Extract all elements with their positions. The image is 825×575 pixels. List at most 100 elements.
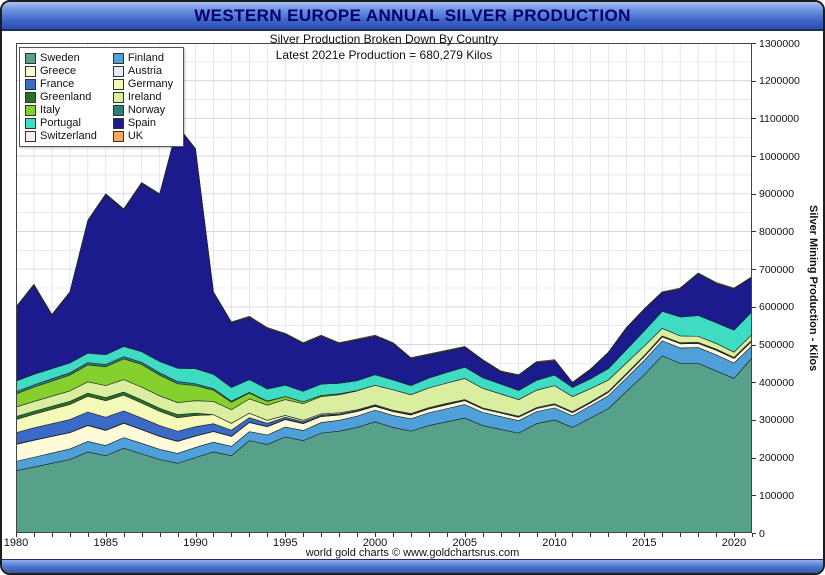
- x-tick-mark: [123, 533, 125, 537]
- legend-item-norway: Norway: [112, 104, 173, 116]
- legend-item-finland: Finland: [112, 52, 173, 64]
- x-tick-mark: [285, 533, 287, 537]
- legend-item-austria: Austria: [112, 65, 173, 77]
- legend-item-greenland: Greenland: [25, 91, 97, 103]
- legend-label: Greenland: [40, 91, 92, 103]
- legend-item-ireland: Ireland: [112, 91, 173, 103]
- x-tick-mark: [626, 533, 628, 537]
- x-tick-mark: [698, 533, 700, 537]
- x-tick-mark: [410, 533, 412, 537]
- x-tick-mark: [357, 533, 359, 537]
- x-tick-mark: [16, 533, 17, 537]
- x-tick-mark: [554, 533, 556, 537]
- area-uk: [16, 125, 752, 384]
- y-tick-label: 300000: [759, 414, 795, 427]
- legend-item-spain: Spain: [112, 117, 173, 129]
- x-tick-mark: [51, 533, 53, 537]
- x-tick-mark: [392, 533, 394, 537]
- y-axis-title: Silver Mining Production - Kilos: [807, 204, 819, 372]
- x-tick-mark: [536, 533, 538, 537]
- title-bar: WESTERN EUROPE ANNUAL SILVER PRODUCTION: [2, 2, 823, 31]
- y-tick-mark: [752, 344, 756, 346]
- legend-swatch: [112, 52, 124, 64]
- x-tick-mark: [195, 533, 197, 537]
- x-tick-mark: [518, 533, 520, 537]
- x-tick-mark: [375, 533, 377, 537]
- y-tick-label: 1200000: [759, 75, 800, 88]
- x-tick-mark: [303, 533, 305, 537]
- legend-swatch: [112, 91, 124, 103]
- y-tick-mark: [752, 495, 756, 497]
- y-tick-mark: [752, 193, 756, 195]
- y-tick-label: 200000: [759, 452, 795, 465]
- x-tick-mark: [482, 533, 484, 537]
- legend-swatch: [25, 65, 36, 77]
- x-tick-mark: [141, 533, 143, 537]
- y-tick-mark: [752, 80, 756, 82]
- y-tick-mark: [752, 457, 756, 459]
- y-tick-mark: [752, 269, 756, 271]
- x-tick-mark: [213, 533, 215, 537]
- x-tick-mark: [428, 533, 430, 537]
- legend-swatch: [25, 52, 36, 64]
- legend-label: Switzerland: [40, 130, 97, 142]
- y-tick-mark: [752, 156, 756, 158]
- legend-label: UK: [127, 130, 144, 142]
- legend-label: Portugal: [40, 117, 81, 129]
- legend-label: Spain: [127, 117, 156, 129]
- x-tick-mark: [680, 533, 682, 537]
- legend-label: France: [40, 78, 75, 90]
- legend-label: Ireland: [127, 91, 162, 103]
- x-tick-mark: [734, 533, 736, 537]
- x-tick-mark: [662, 533, 664, 537]
- legend-label: Germany: [127, 78, 174, 90]
- legend-swatch: [25, 130, 36, 142]
- y-tick-label: 1300000: [759, 37, 800, 50]
- x-tick-mark: [644, 533, 646, 537]
- stacked-area-plot: [16, 43, 752, 533]
- chart-title: WESTERN EUROPE ANNUAL SILVER PRODUCTION: [194, 5, 631, 25]
- latest-production-annotation: Latest 2021e Production = 680,279 Kilos: [275, 48, 493, 62]
- legend-swatch: [112, 117, 124, 129]
- legend-swatch: [25, 117, 36, 129]
- y-tick-label: 500000: [759, 339, 795, 352]
- x-tick-mark: [590, 533, 592, 537]
- x-tick-mark: [159, 533, 161, 537]
- y-tick-mark: [752, 419, 756, 421]
- x-tick-mark: [500, 533, 502, 537]
- legend-label: Sweden: [40, 52, 80, 64]
- y-tick-label: 100000: [759, 489, 795, 502]
- y-tick-mark: [752, 306, 756, 308]
- legend-swatch: [112, 130, 124, 142]
- y-tick-label: 0: [759, 527, 765, 540]
- legend-item-germany: Germany: [112, 78, 174, 90]
- x-tick-mark: [267, 533, 269, 537]
- x-tick-mark: [464, 533, 466, 537]
- x-tick-mark: [716, 533, 718, 537]
- y-tick-mark: [752, 43, 756, 44]
- legend-item-italy: Italy: [25, 104, 97, 116]
- y-tick-label: 900000: [759, 188, 795, 201]
- y-tick-mark: [752, 533, 756, 534]
- legend-label: Norway: [127, 104, 166, 116]
- legend-label: Greece: [40, 65, 77, 77]
- chart-content: Silver Production Broken Down By Country…: [2, 31, 823, 559]
- legend-swatch: [112, 104, 124, 116]
- x-tick-mark: [105, 533, 107, 537]
- chart-subtitle: Silver Production Broken Down By Country: [269, 32, 499, 46]
- footer-credit: world gold charts © www.goldchartsrus.co…: [305, 547, 520, 559]
- y-tick-label: 600000: [759, 301, 795, 314]
- legend-item-switzerland: Switzerland: [25, 130, 97, 142]
- y-tick-mark: [752, 382, 756, 384]
- x-tick-mark: [69, 533, 71, 537]
- legend-label: Finland: [127, 52, 164, 64]
- bottom-bar: [2, 559, 823, 573]
- y-tick-label: 1100000: [759, 112, 800, 125]
- x-tick-mark: [177, 533, 179, 537]
- legend-item-greece: Greece: [25, 65, 97, 77]
- x-tick-mark: [33, 533, 35, 537]
- legend-swatch: [25, 104, 36, 116]
- x-tick-mark: [231, 533, 233, 537]
- legend-label: Austria: [127, 65, 163, 77]
